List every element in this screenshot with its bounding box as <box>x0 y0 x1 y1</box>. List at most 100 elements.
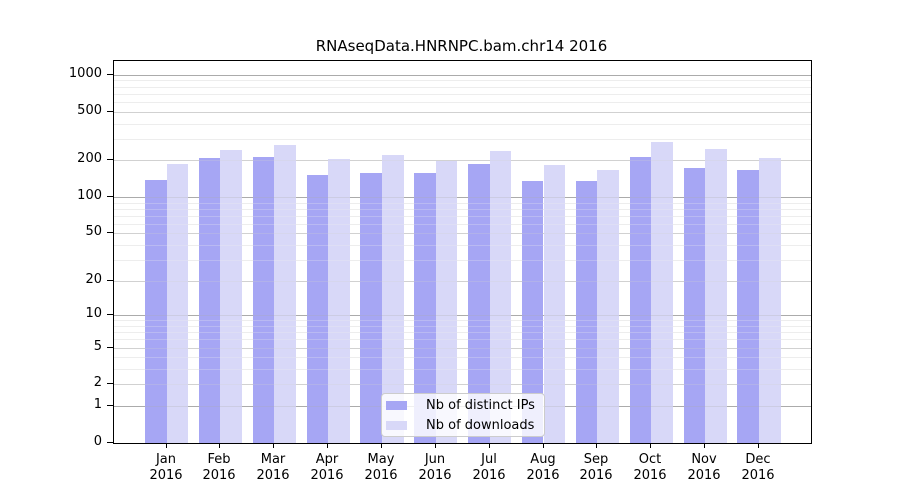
legend: Nb of distinct IPs Nb of downloads <box>381 393 545 437</box>
gridline-10 <box>114 315 811 316</box>
x-tick-may-2016 <box>381 443 382 448</box>
gridline-10 <box>114 315 811 316</box>
gridline-600 <box>114 102 811 103</box>
y-tick-1 <box>107 405 113 406</box>
y-tick-10 <box>107 314 113 315</box>
bar-downloads-oct-2016 <box>651 142 673 443</box>
x-tick-oct-2016 <box>650 443 651 448</box>
bar-downloads-may-2016 <box>382 155 404 443</box>
x-tick-aug-2016 <box>543 443 544 448</box>
gridline-600 <box>114 102 811 103</box>
y-tick-label-0: 0 <box>93 434 102 449</box>
gridline-80 <box>114 209 811 210</box>
y-tick-label-1000: 1000 <box>68 66 102 81</box>
gridline-20 <box>114 281 811 282</box>
gridline-30 <box>114 260 811 261</box>
gridline-50 <box>114 233 811 234</box>
gridline-1000 <box>114 75 811 76</box>
gridline-80 <box>114 209 811 210</box>
gridline-8 <box>114 326 811 327</box>
gridline-70 <box>114 216 811 217</box>
gridlines-over <box>114 61 811 443</box>
gridline-300 <box>114 139 811 140</box>
bar-downloads-sep-2016 <box>597 170 619 443</box>
x-tick-label-jul-2016: Jul 2016 <box>472 452 506 483</box>
x-tick-jun-2016 <box>435 443 436 448</box>
y-tick-label-50: 50 <box>85 224 102 239</box>
gridline-1000 <box>114 75 811 76</box>
bar-ips-feb-2016 <box>198 157 221 443</box>
gridline-7 <box>114 332 811 333</box>
x-tick-label-jan-2016: Jan 2016 <box>149 452 183 483</box>
bar-downloads-dec-2016 <box>759 157 781 443</box>
gridline-60 <box>114 224 811 225</box>
gridline-6 <box>114 339 811 340</box>
gridline-8 <box>114 326 811 327</box>
gridline-700 <box>114 94 811 95</box>
gridline-5 <box>114 348 811 349</box>
bar-ips-apr-2016 <box>306 175 329 443</box>
y-tick-1000 <box>107 74 113 75</box>
bar-downloads-jul-2016 <box>489 150 512 443</box>
x-tick-dec-2016 <box>758 443 759 448</box>
gridline-800 <box>114 87 811 88</box>
gridline-6 <box>114 339 811 340</box>
y-tick-5 <box>107 347 113 348</box>
gridline-5 <box>114 348 811 349</box>
gridline-2 <box>114 384 811 385</box>
y-tick-0 <box>107 442 113 443</box>
gridline-9 <box>114 320 811 321</box>
x-tick-sep-2016 <box>596 443 597 448</box>
legend-label-distinct-ips: Nb of distinct IPs <box>426 397 535 413</box>
bar-downloads-apr-2016 <box>328 158 350 443</box>
gridline-3 <box>114 369 811 370</box>
x-tick-label-sep-2016: Sep 2016 <box>579 452 613 483</box>
gridline-300 <box>114 139 811 140</box>
bar-downloads-jun-2016 <box>435 160 458 443</box>
y-tick-20 <box>107 280 113 281</box>
legend-swatch-downloads <box>386 420 407 430</box>
x-tick-label-dec-2016: Dec 2016 <box>741 452 775 483</box>
x-tick-label-jun-2016: Jun 2016 <box>418 452 452 483</box>
gridline-3 <box>114 369 811 370</box>
bar-downloads-aug-2016 <box>543 164 566 443</box>
x-tick-nov-2016 <box>704 443 705 448</box>
gridline-90 <box>114 203 811 204</box>
gridline-500 <box>114 112 811 113</box>
legend-item-downloads: Nb of downloads <box>386 417 544 433</box>
y-tick-label-1: 1 <box>93 397 102 412</box>
x-tick-label-mar-2016: Mar 2016 <box>256 452 290 483</box>
legend-swatch-ips <box>386 400 407 410</box>
x-tick-feb-2016 <box>219 443 220 448</box>
x-tick-mar-2016 <box>273 443 274 448</box>
bar-ips-aug-2016 <box>521 180 544 443</box>
gridline-800 <box>114 87 811 88</box>
y-tick-label-100: 100 <box>77 188 102 203</box>
bar-downloads-nov-2016 <box>705 149 727 443</box>
bar-ips-may-2016 <box>360 172 382 443</box>
x-tick-label-nov-2016: Nov 2016 <box>687 452 721 483</box>
chart-title: RNAseqData.HNRNPC.bam.chr14 2016 <box>315 37 608 55</box>
gridline-900 <box>114 80 811 81</box>
bar-downloads-mar-2016 <box>274 144 296 443</box>
gridline-60 <box>114 224 811 225</box>
gridline-70 <box>114 216 811 217</box>
gridline-500 <box>114 112 811 113</box>
gridline-900 <box>114 80 811 81</box>
gridline-4 <box>114 357 811 358</box>
bar-ips-jun-2016 <box>414 172 436 443</box>
bar-ips-mar-2016 <box>252 157 275 443</box>
bar-downloads-jan-2016 <box>166 163 189 443</box>
gridline-40 <box>114 245 811 246</box>
y-tick-2 <box>107 383 113 384</box>
legend-label-downloads: Nb of downloads <box>426 417 535 433</box>
x-tick-jul-2016 <box>489 443 490 448</box>
gridline-400 <box>114 124 811 125</box>
gridline-9 <box>114 320 811 321</box>
y-tick-label-10: 10 <box>85 306 102 321</box>
y-tick-100 <box>107 196 113 197</box>
x-tick-label-oct-2016: Oct 2016 <box>633 452 667 483</box>
gridline-20 <box>114 281 811 282</box>
gridline-90 <box>114 203 811 204</box>
gridline-100 <box>114 197 811 198</box>
